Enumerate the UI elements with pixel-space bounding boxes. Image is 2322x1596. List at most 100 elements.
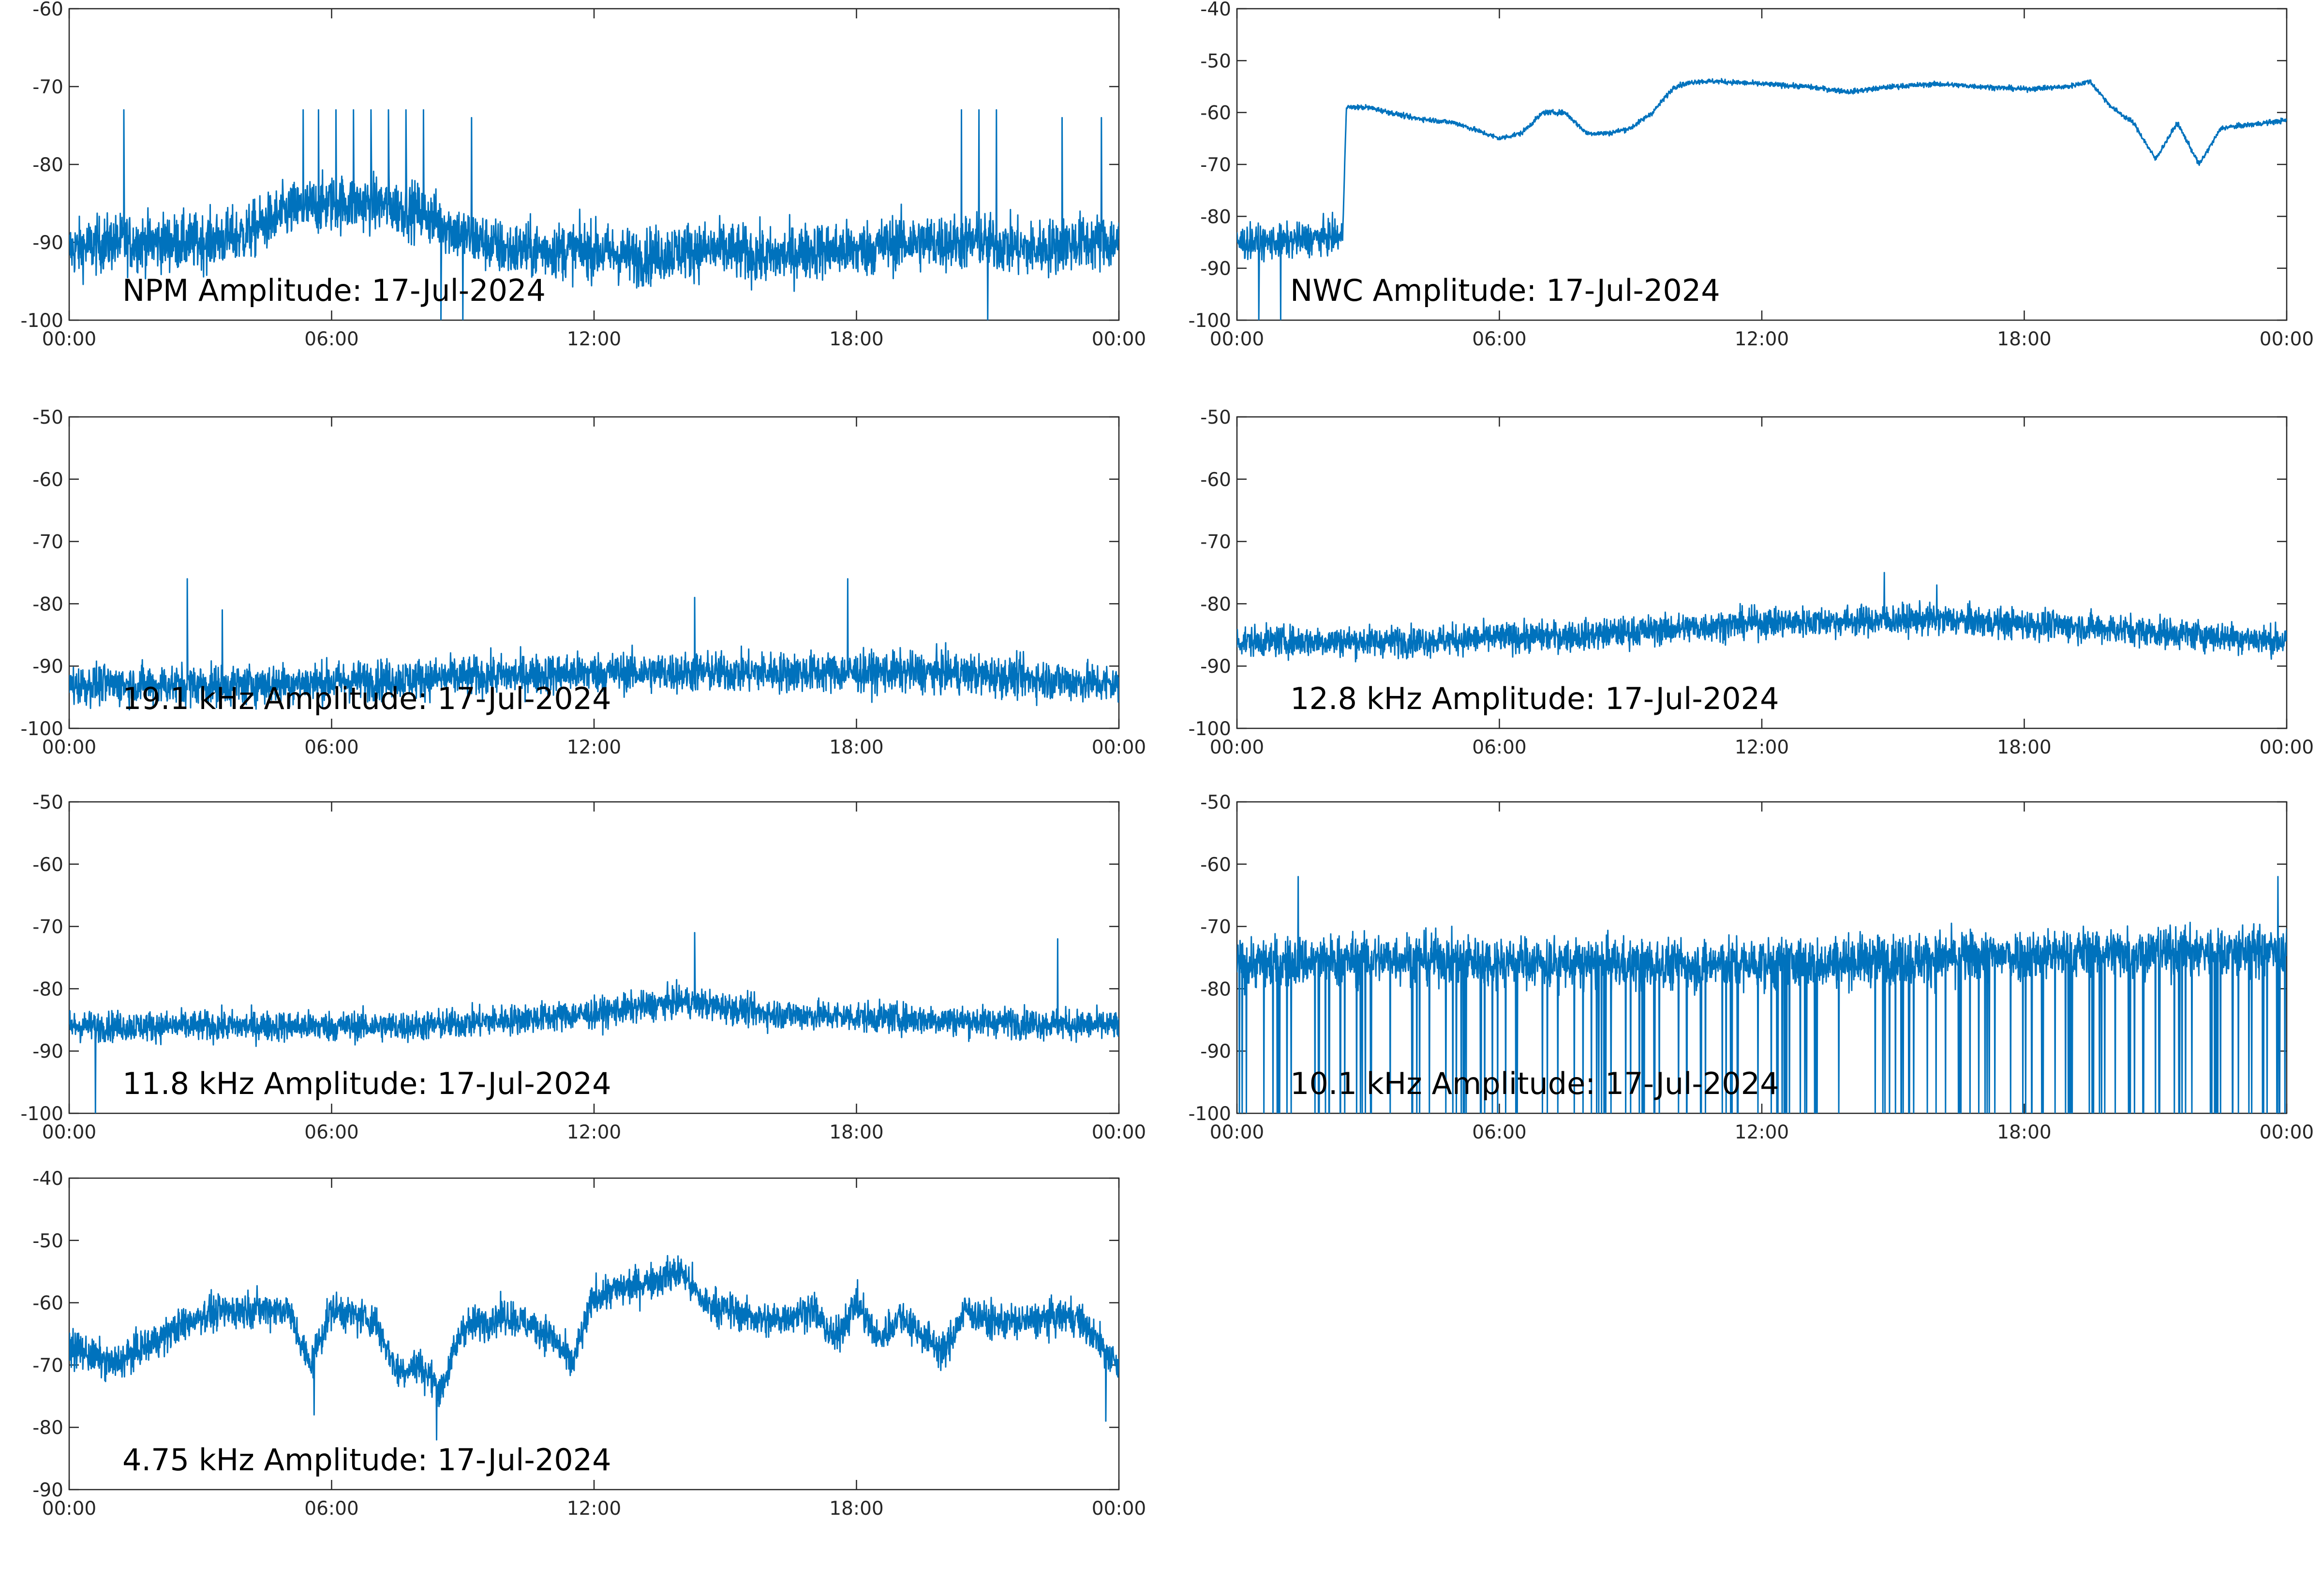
x-tick-label: 00:00: [42, 328, 96, 350]
y-tick-label: -90: [1200, 656, 1231, 678]
panel-npm: -100 -90 -80 -70 -60 00:00 06:00 12:00 18:00 00:0…: [20, 0, 1146, 350]
y-tick-label: -50: [1200, 792, 1231, 813]
series-line: [69, 578, 1119, 710]
panel-title: 11.8 kHz Amplitude: 17-Jul-2024: [122, 1066, 611, 1101]
x-tick-label: 00:00: [1210, 737, 1264, 758]
x-tick-label: 12:00: [1735, 737, 1789, 758]
panel-12-8-khz: -100 -90 -80 -70 -60 -50 00:00 06:00 12:00 18:00 0…: [1188, 407, 2314, 758]
x-tick-label: 00:00: [1092, 328, 1146, 350]
y-tick-label: -60: [32, 0, 63, 20]
y-tick-label: -60: [32, 1293, 63, 1315]
y-tick-label: -60: [32, 854, 63, 876]
x-tick-label: 06:00: [1472, 1122, 1526, 1143]
y-tick-label: -50: [32, 1230, 63, 1252]
panel-19-1-khz: -100 -90 -80 -70 -60 -50 00:00 06:00 12:00 18:00 0…: [20, 407, 1146, 758]
y-tick-label: -100: [20, 310, 63, 332]
x-tick-label: 06:00: [1472, 328, 1526, 350]
series-line: [69, 932, 1119, 1113]
y-tick-label: -50: [32, 792, 63, 813]
panel-title: 10.1 kHz Amplitude: 17-Jul-2024: [1290, 1066, 1779, 1101]
panel-title: 19.1 kHz Amplitude: 17-Jul-2024: [122, 681, 611, 716]
x-tick-label: 06:00: [304, 328, 358, 350]
y-tick-label: -60: [1200, 103, 1231, 124]
y-tick-label: -70: [32, 916, 63, 938]
x-tick-label: 18:00: [829, 328, 883, 350]
y-tick-label: -80: [1200, 206, 1231, 228]
x-tick-label: 00:00: [42, 1498, 96, 1520]
x-tick-label: 00:00: [42, 737, 96, 758]
x-tick-label: 00:00: [2260, 328, 2314, 350]
y-tick-label: -100: [1188, 1103, 1231, 1125]
y-tick-label: -50: [1200, 50, 1231, 72]
x-tick-label: 00:00: [1092, 737, 1146, 758]
x-tick-label: 06:00: [304, 1498, 358, 1520]
y-tick-label: -70: [32, 532, 63, 553]
panel-nwc: -100 -90 -80 -70 -60 -50 -40 00:00 06:00 12:00 18:…: [1188, 0, 2314, 350]
x-tick-label: 00:00: [2260, 737, 2314, 758]
x-tick-label: 18:00: [1997, 737, 2051, 758]
y-tick-label: -70: [1200, 916, 1231, 938]
y-tick-label: -100: [1188, 718, 1231, 740]
y-tick-label: -70: [32, 1355, 63, 1376]
y-tick-label: -60: [1200, 469, 1231, 491]
panel-title: 12.8 kHz Amplitude: 17-Jul-2024: [1290, 681, 1779, 716]
y-tick-label: -40: [1200, 0, 1231, 20]
x-tick-label: 12:00: [567, 737, 621, 758]
x-tick-label: 00:00: [1210, 328, 1264, 350]
x-tick-label: 12:00: [1735, 328, 1789, 350]
series-line: [1237, 572, 2287, 663]
y-tick-label: -40: [32, 1168, 63, 1190]
y-tick-label: -70: [32, 76, 63, 98]
y-tick-label: -100: [20, 1103, 63, 1125]
series-line: [69, 1255, 1119, 1441]
series-line: [1237, 78, 2287, 320]
series-line: [1237, 876, 2287, 1113]
panel-title: 4.75 kHz Amplitude: 17-Jul-2024: [122, 1442, 611, 1478]
y-tick-label: -90: [32, 1041, 63, 1063]
x-tick-label: 12:00: [1735, 1122, 1789, 1143]
y-tick-label: -50: [1200, 407, 1231, 429]
y-tick-label: -80: [32, 593, 63, 615]
y-tick-label: -80: [32, 1417, 63, 1439]
x-tick-label: 00:00: [1092, 1122, 1146, 1143]
panel-4-75-khz: -90 -80 -70 -60 -50 -40 00:00 06:00 12:00 18:00 00…: [32, 1168, 1146, 1520]
y-tick-label: -80: [32, 978, 63, 1000]
y-tick-label: -60: [32, 469, 63, 491]
y-tick-label: -100: [20, 718, 63, 740]
y-tick-label: -70: [1200, 532, 1231, 553]
panel-10-1-khz: -100 -90 -80 -70 -60 -50 00:00 06:00 12:00 18:00 0…: [1188, 792, 2314, 1143]
x-tick-label: 06:00: [304, 1122, 358, 1143]
panel-11-8-khz: -100 -90 -80 -70 -60 -50 00:00 06:00 12:00 18:00 0…: [20, 792, 1146, 1143]
y-tick-label: -80: [1200, 978, 1231, 1000]
x-tick-label: 18:00: [1997, 1122, 2051, 1143]
x-tick-label: 18:00: [1997, 328, 2051, 350]
y-tick-label: -80: [32, 154, 63, 176]
y-tick-label: -80: [1200, 593, 1231, 615]
axes-box: [68, 801, 1120, 1114]
x-tick-label: 00:00: [42, 1122, 96, 1143]
y-tick-label: -90: [32, 1479, 63, 1501]
x-tick-label: 06:00: [1472, 737, 1526, 758]
x-tick-label: 18:00: [829, 737, 883, 758]
x-tick-label: 06:00: [304, 737, 358, 758]
y-tick-label: -100: [1188, 310, 1231, 332]
y-tick-label: -50: [32, 407, 63, 429]
x-tick-label: 00:00: [2260, 1122, 2314, 1143]
axes-box: [68, 1177, 1120, 1491]
y-tick-label: -90: [1200, 1041, 1231, 1063]
x-tick-label: 12:00: [567, 1498, 621, 1520]
y-tick-label: -90: [32, 232, 63, 254]
y-tick-label: -90: [1200, 258, 1231, 280]
x-tick-label: 18:00: [829, 1122, 883, 1143]
x-tick-label: 12:00: [567, 328, 621, 350]
panel-title: NWC Amplitude: 17-Jul-2024: [1290, 273, 1720, 308]
y-tick-label: -90: [32, 656, 63, 678]
y-tick-label: -60: [1200, 854, 1231, 876]
series-line: [69, 109, 1119, 320]
x-tick-label: 12:00: [567, 1122, 621, 1143]
x-tick-label: 00:00: [1092, 1498, 1146, 1520]
x-tick-label: 00:00: [1210, 1122, 1264, 1143]
x-tick-label: 18:00: [829, 1498, 883, 1520]
y-tick-label: -70: [1200, 154, 1231, 176]
